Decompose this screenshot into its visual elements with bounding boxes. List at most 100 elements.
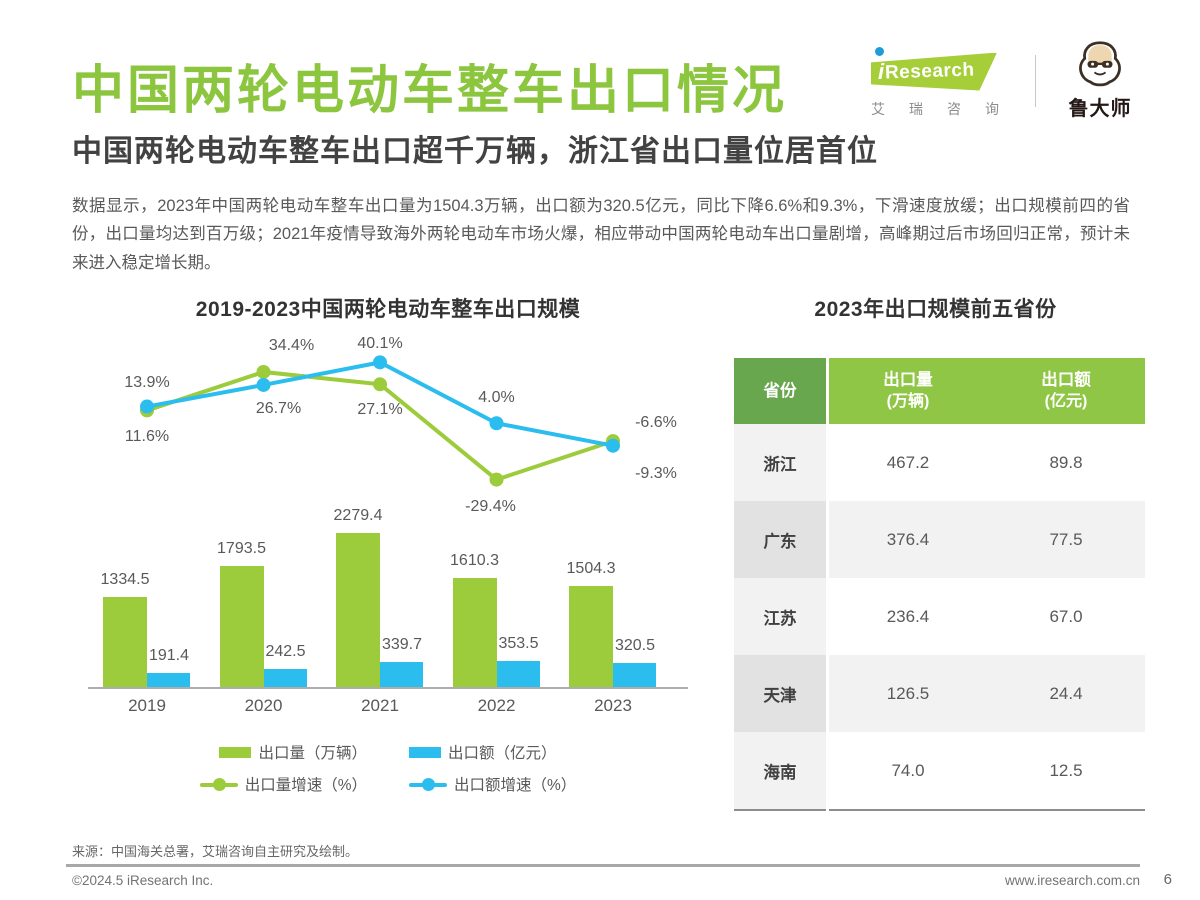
legend-swatch-icon xyxy=(219,746,252,758)
legend-label: 出口额增速（%） xyxy=(454,777,577,794)
line-point xyxy=(489,472,504,487)
table-row: 天津 126.5 24.4 xyxy=(734,655,1145,732)
legend-label: 出口量（万辆） xyxy=(258,745,367,762)
growth-lines xyxy=(140,355,620,487)
copyright: ©2024.5 iResearch Inc. xyxy=(72,873,214,888)
growth-rate-label: 40.1% xyxy=(357,335,403,353)
bar-出口量（万辆）-2023 xyxy=(569,585,613,687)
source-note: 来源：中国海关总署，艾瑞咨询自主研究及绘制。 xyxy=(72,844,359,859)
bar-value-label: 353.5 xyxy=(498,634,539,652)
ludashi-logo-text: 鲁大师 xyxy=(1068,98,1132,120)
logo-divider xyxy=(1035,54,1036,107)
province-cell: 江苏 xyxy=(734,578,829,655)
line-point xyxy=(373,355,387,370)
legend-row: 出口量增速（%） 出口额增速（%） xyxy=(88,773,688,795)
iresearch-logo-dot-icon xyxy=(875,46,884,56)
chart-legend: 出口量（万辆） 出口额（亿元） 出口量增速（%） 出口额增速（%） xyxy=(88,741,688,795)
growth-rate-label: 13.9% xyxy=(124,373,170,391)
value-cell: 89.8 xyxy=(987,424,1145,501)
iresearch-chinese-char: 瑞 xyxy=(909,100,923,117)
bar-出口额（亿元）-2019 xyxy=(147,672,190,687)
value-cell: 467.2 xyxy=(827,424,987,501)
legend-label: 出口额（亿元） xyxy=(448,745,557,762)
legend-item-出口额（亿元）: 出口额（亿元） xyxy=(409,741,557,763)
table-row: 广东 376.4 77.5 xyxy=(734,501,1145,578)
page-number: 6 xyxy=(1163,871,1172,888)
province-cell: 海南 xyxy=(734,732,829,810)
x-axis-label: 2019 xyxy=(128,696,166,715)
legend-row: 出口量（万辆） 出口额（亿元） xyxy=(88,741,688,763)
legend-line-icon xyxy=(409,777,447,791)
province-cell: 天津 xyxy=(734,655,829,732)
value-cell: 236.4 xyxy=(827,578,987,655)
bar-value-label: 1610.3 xyxy=(450,552,499,570)
iresearch-logo: i Research 艾 瑞 咨 询 xyxy=(863,43,1013,119)
page-title: 中国两轮电动车整车出口情况 xyxy=(72,62,788,120)
bar-出口额（亿元）-2021 xyxy=(380,661,423,687)
line-point xyxy=(606,438,620,453)
table-row: 海南 74.0 12.5 xyxy=(734,732,1145,810)
summary-paragraph: 数据显示，2023年中国两轮电动车整车出口量为1504.3万辆，出口额为320.… xyxy=(72,197,1130,272)
legend-label: 出口量增速（%） xyxy=(244,777,367,794)
ludashi-face-icon xyxy=(1079,41,1121,87)
line-point xyxy=(256,377,271,392)
page-subtitle: 中国两轮电动车整车出口超千万辆，浙江省出口量位居首位 xyxy=(72,135,878,168)
value-cell: 77.5 xyxy=(987,501,1145,578)
value-cell: 376.4 xyxy=(827,501,987,578)
value-cell: 74.0 xyxy=(827,732,987,810)
bar-出口量（万辆）-2020 xyxy=(219,566,264,687)
line-point xyxy=(256,364,271,379)
bar-value-label: 320.5 xyxy=(614,637,656,655)
value-cell: 67.0 xyxy=(987,578,1145,655)
export-scale-chart: 2019-2023中国两轮电动车整车出口规模 1334.5 1793.5 2279.… xyxy=(88,293,688,795)
bar-出口额（亿元）-2020 xyxy=(263,669,307,687)
growth-rate-label: -6.6% xyxy=(635,414,677,432)
growth-rate-label: 26.7% xyxy=(255,399,302,417)
chart-title: 2019-2023中国两轮电动车整车出口规模 xyxy=(195,298,581,321)
growth-rate-label: -29.4% xyxy=(465,497,516,515)
website-link[interactable]: www.iresearch.com.cn xyxy=(1004,873,1140,888)
bar-value-label: 242.5 xyxy=(265,643,306,661)
line-point xyxy=(373,377,387,392)
column-header: 出口额 (亿元) xyxy=(987,358,1145,424)
bar-出口额（亿元）-2022 xyxy=(496,660,540,687)
ludashi-logo: 鲁大师 xyxy=(1058,40,1142,121)
value-cell: 126.5 xyxy=(827,655,987,732)
line-point xyxy=(489,416,504,431)
footer-divider xyxy=(66,864,1140,867)
bar-出口量（万辆）-2021 xyxy=(336,533,380,687)
column-header: 出口量 (万辆) xyxy=(827,358,987,424)
growth-rate-label: 11.6% xyxy=(124,428,170,446)
x-axis-line xyxy=(88,687,688,689)
column-header: 省份 xyxy=(734,358,829,424)
growth-rate-label: -9.3% xyxy=(635,464,677,482)
province-cell: 浙江 xyxy=(734,424,829,501)
bar-value-label: 191.4 xyxy=(148,646,190,664)
legend-item-出口量（万辆）: 出口量（万辆） xyxy=(219,741,367,763)
chart-plot-area: 1334.5 1793.5 2279.4 1610.3 1504.3 191.4 242.5… xyxy=(88,335,688,727)
x-axis-label: 2021 xyxy=(361,696,399,715)
table-row: 江苏 236.4 67.0 xyxy=(734,578,1145,655)
header-logos: i Research 艾 瑞 咨 询 鲁大师 xyxy=(863,40,1142,121)
bar-出口量（万辆）-2022 xyxy=(452,578,497,687)
legend-line-icon xyxy=(199,777,238,791)
bar-出口量（万辆）-2019 xyxy=(103,597,147,687)
growth-rate-label: 34.4% xyxy=(268,336,315,354)
x-axis-label: 2020 xyxy=(244,696,283,715)
value-cell: 24.4 xyxy=(987,655,1145,732)
iresearch-chinese-name: 艾瑞咨询 xyxy=(871,99,999,119)
legend-item-出口额增速（%）: 出口额增速（%） xyxy=(409,773,576,795)
bar-value-label: 2279.4 xyxy=(333,507,383,525)
value-cell: 12.5 xyxy=(987,732,1145,810)
iresearch-logo-i: i xyxy=(878,58,885,84)
bar-value-label: 1504.3 xyxy=(566,559,616,577)
province-cell: 广东 xyxy=(734,501,829,578)
iresearch-chinese-char: 询 xyxy=(985,100,999,117)
x-axis-label: 2022 xyxy=(477,696,516,715)
bar-value-label: 1334.5 xyxy=(100,571,150,589)
top-provinces-table: 省份 出口量 (万辆) 出口额 (亿元) 浙江 467.2 89.8 广东 376.4 77.5 江… xyxy=(734,358,1145,811)
x-axis-label: 2023 xyxy=(594,696,632,715)
iresearch-chinese-char: 咨 xyxy=(947,100,961,117)
bar-value-label: 339.7 xyxy=(381,635,423,653)
